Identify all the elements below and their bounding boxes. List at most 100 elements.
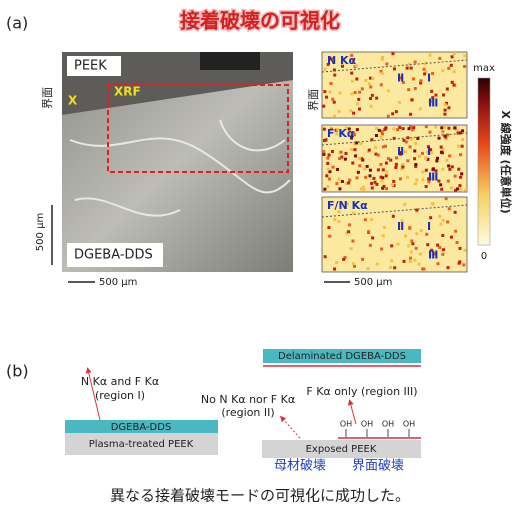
- map-pixel: [353, 148, 357, 152]
- map-pixel: [329, 127, 333, 131]
- map-pixel: [358, 164, 362, 168]
- map-pixel: [431, 96, 435, 100]
- map-pixel: [331, 165, 335, 169]
- map-pixel: [438, 214, 442, 218]
- map-pixel: [462, 263, 466, 267]
- map-pixel: [331, 97, 335, 101]
- map-pixel: [352, 111, 356, 115]
- map-label: N Kα: [327, 54, 357, 67]
- map-pixel: [323, 255, 327, 259]
- map-pixel: [392, 136, 396, 140]
- map-pixel: [413, 60, 417, 64]
- map-pixel: [446, 266, 450, 270]
- map-pixel: [417, 154, 421, 158]
- map-pixel: [338, 187, 342, 191]
- map-pixel: [443, 134, 447, 138]
- map-pixel: [447, 126, 451, 130]
- map-pixel: [421, 170, 425, 174]
- map-pixel: [328, 170, 332, 174]
- map-pixel: [408, 260, 412, 264]
- map-pixel: [441, 130, 445, 134]
- annotation: No N Kα nor F Kα: [201, 393, 295, 406]
- map-pixel: [420, 151, 424, 155]
- map-pixel: [398, 177, 402, 181]
- map-pixel: [353, 264, 357, 268]
- map-pixel: [443, 125, 447, 129]
- region-label: Ⅱ: [397, 220, 404, 233]
- map-pixel: [406, 175, 410, 179]
- map-pixel: [437, 179, 441, 183]
- map-pixel: [350, 53, 354, 57]
- map-pixel: [364, 78, 368, 82]
- map-pixel: [425, 232, 429, 236]
- map-pixel: [438, 56, 442, 60]
- map-pixel: [340, 64, 344, 68]
- interface-label: 界面: [41, 87, 54, 109]
- map-pixel: [333, 217, 337, 221]
- map-pixel: [415, 178, 419, 182]
- caption: 異なる接着破壊モードの可視化に成功した。: [110, 487, 410, 505]
- panel-label: (a): [6, 14, 28, 33]
- map-pixel: [446, 179, 450, 183]
- map-pixel: [358, 156, 362, 160]
- map-pixel: [430, 89, 434, 93]
- map-pixel: [407, 127, 411, 131]
- map-pixel: [350, 79, 354, 83]
- map-pixel: [434, 125, 438, 129]
- map-pixel: [380, 179, 384, 183]
- map-pixel: [426, 150, 430, 154]
- map-pixel: [456, 131, 460, 135]
- annotation: (region II): [221, 406, 274, 419]
- layer: [263, 349, 421, 363]
- map-pixel: [328, 57, 332, 61]
- map-pixel: [392, 67, 396, 71]
- map-pixel: [329, 81, 333, 85]
- map-pixel: [408, 125, 412, 129]
- region-label: Ⅲ: [428, 249, 438, 262]
- map-pixel: [337, 177, 341, 181]
- map-pixel: [449, 186, 453, 190]
- map-pixel: [428, 99, 432, 103]
- map-pixel: [341, 57, 345, 61]
- map-pixel: [395, 156, 399, 160]
- map-pixel: [461, 129, 465, 133]
- map-pixel: [390, 244, 394, 248]
- map-pixel: [446, 220, 450, 224]
- map-pixel: [381, 55, 385, 59]
- map-label: F Kα: [327, 127, 355, 140]
- map-pixel: [352, 131, 356, 135]
- map-pixel: [426, 145, 430, 149]
- map-pixel: [326, 62, 330, 66]
- map-pixel: [350, 92, 354, 96]
- map-pixel: [463, 248, 467, 252]
- map-pixel: [380, 132, 384, 136]
- map-pixel: [458, 131, 462, 135]
- map-pixel: [348, 223, 352, 227]
- map-pixel: [453, 174, 457, 178]
- map-pixel: [393, 266, 397, 270]
- map-pixel: [391, 52, 395, 56]
- map-pixel: [437, 136, 441, 140]
- map-pixel: [361, 185, 365, 189]
- map-pixel: [322, 150, 326, 154]
- map-pixel: [413, 87, 417, 91]
- map-pixel: [441, 69, 445, 73]
- map-pixel: [379, 83, 383, 87]
- map-pixel: [328, 90, 332, 94]
- map-pixel: [340, 155, 344, 159]
- colorbar-max: max: [473, 63, 495, 74]
- map-pixel: [441, 218, 445, 222]
- map-pixel: [345, 231, 349, 235]
- map-pixel: [419, 229, 423, 233]
- region-label: Ⅱ: [397, 71, 404, 84]
- map-pixel: [328, 234, 332, 238]
- dark-region: [200, 52, 260, 70]
- map-pixel: [457, 167, 461, 171]
- oh-label: OH: [382, 420, 394, 429]
- map-pixel: [323, 67, 327, 71]
- layer-label: PEEK: [74, 59, 107, 74]
- map-pixel: [416, 136, 420, 140]
- map-pixel: [353, 142, 357, 146]
- map-pixel: [417, 262, 421, 266]
